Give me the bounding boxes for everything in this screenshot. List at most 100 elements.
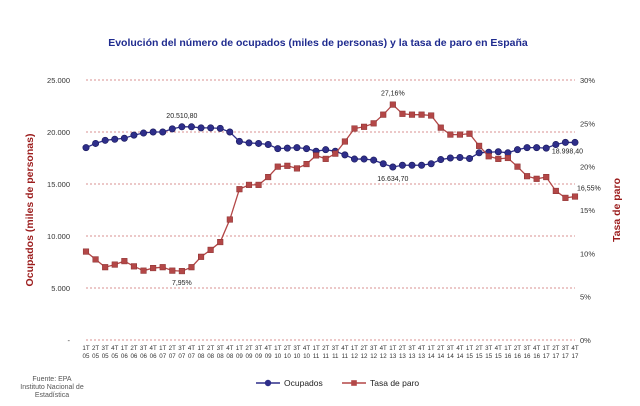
x-tick-label: 11 <box>313 353 320 360</box>
x-tick-label: 05 <box>102 353 109 360</box>
tasa-paro-point <box>82 248 90 255</box>
series-line-tasa-de-paro <box>85 103 576 272</box>
source-line-3: Estadística <box>35 392 69 399</box>
y-tick-label: 25.000 <box>47 76 70 85</box>
x-tick-label: 09 <box>246 353 253 360</box>
ocupados-point <box>303 145 311 153</box>
ocupados-point <box>513 146 521 154</box>
tasa-paro-point <box>485 153 492 160</box>
x-tick-label: 17 <box>562 353 569 360</box>
x-tick-label: 3T <box>523 345 530 352</box>
x-tick-label: 10 <box>303 353 310 360</box>
x-tick-label: 4T <box>341 345 348 352</box>
tasa-paro-point <box>370 120 377 127</box>
x-tick-label: 12 <box>361 353 368 360</box>
ocupados-point <box>245 139 253 147</box>
x-tick-label: 17 <box>543 353 550 360</box>
x-tick-label: 17 <box>552 353 559 360</box>
x-tick-label: 4T <box>456 345 463 352</box>
x-tick-label: 1T <box>466 345 473 352</box>
ocupados-point <box>216 124 224 132</box>
tasa-paro-point <box>188 264 195 271</box>
x-tick-label: 3T <box>293 345 300 352</box>
y2-tick-label: 20% <box>580 163 595 172</box>
ocupados-point <box>427 160 435 168</box>
x-tick-label: 12 <box>380 353 387 360</box>
x-tick-label: 4T <box>188 345 195 352</box>
ocupados-point <box>370 156 378 164</box>
tasa-paro-point <box>514 163 521 170</box>
y2-tick-label: 5% <box>580 293 591 302</box>
tasa-paro-point <box>159 264 166 271</box>
ocupados-point <box>542 144 550 152</box>
x-tick-label: 06 <box>150 353 157 360</box>
x-tick-label: 1T <box>313 345 320 352</box>
tasa-paro-point <box>332 150 339 157</box>
data-label: 7,95% <box>172 280 192 287</box>
source-note: Fuente: EPA Instituto Nacional de Estadí… <box>20 376 84 399</box>
x-tick-label: 15 <box>485 353 492 360</box>
tasa-paro-point <box>198 253 205 260</box>
data-label: 20.510,80 <box>166 113 197 120</box>
x-tick-label: 14 <box>447 353 454 360</box>
x-tick-label: 2T <box>130 345 137 352</box>
x-tick-label: 3T <box>447 345 454 352</box>
tasa-paro-point <box>341 138 348 145</box>
x-tick-label: 1T <box>351 345 358 352</box>
series-layer <box>82 101 579 275</box>
ocupados-point <box>341 151 349 159</box>
x-tick-label: 14 <box>456 353 463 360</box>
ocupados-point <box>533 144 541 152</box>
ocupados-point <box>111 135 119 143</box>
ocupados-point <box>82 144 90 152</box>
ocupados-point <box>408 161 416 169</box>
tasa-paro-point <box>476 142 483 149</box>
x-tick-label: 2T <box>437 345 444 352</box>
x-tick-label: 1T <box>121 345 128 352</box>
tasa-paro-point <box>562 194 569 201</box>
x-tick-label: 2T <box>476 345 483 352</box>
x-tick-label: 4T <box>380 345 387 352</box>
x-tick-label: 2T <box>514 345 521 352</box>
x-tick-label: 12 <box>370 353 377 360</box>
x-tick-label: 10 <box>274 353 281 360</box>
chart-title: Evolución del número de ocupados (miles … <box>108 37 528 49</box>
x-tick-label: 05 <box>92 353 99 360</box>
ocupados-point <box>293 144 301 152</box>
y-axis-label: Ocupados (miles de personas) <box>24 134 36 287</box>
x-tick-label: 09 <box>255 353 262 360</box>
x-tick-label: 1T <box>82 345 89 352</box>
tasa-paro-point <box>543 174 550 181</box>
tasa-paro-point <box>140 267 147 274</box>
x-tick-label: 06 <box>130 353 137 360</box>
x-tick-label: 3T <box>102 345 109 352</box>
x-tick-label: 4T <box>265 345 272 352</box>
grid <box>86 79 575 341</box>
x-tick-label: 3T <box>217 345 224 352</box>
tasa-paro-point <box>121 258 128 265</box>
x-tick-label: 1T <box>389 345 396 352</box>
y2-tick-label: 25% <box>580 119 595 128</box>
x-tick-label: 10 <box>284 353 291 360</box>
ocupados-point <box>283 144 291 152</box>
tasa-paro-point <box>399 110 406 117</box>
ocupados-point <box>379 160 387 168</box>
tasa-paro-point <box>226 216 233 223</box>
x-tick-label: 1T <box>274 345 281 352</box>
ocupados-point <box>92 139 100 147</box>
ocupados-point <box>187 123 195 131</box>
tasa-paro-point <box>313 152 320 159</box>
y-tick-label: - <box>68 336 71 345</box>
x-tick-label: 13 <box>399 353 406 360</box>
x-tick-label: 3T <box>332 345 339 352</box>
source-line-2: Instituto Nacional de <box>20 384 84 391</box>
tasa-paro-point <box>293 165 300 172</box>
tasa-paro-point <box>303 161 310 168</box>
x-tick-label: 3T <box>178 345 185 352</box>
tasa-paro-point <box>571 193 579 200</box>
tasa-paro-point <box>456 131 463 138</box>
x-tick-label: 14 <box>428 353 435 360</box>
tasa-paro-point <box>178 268 185 275</box>
x-tick-label: 07 <box>188 353 195 360</box>
x-tick-label: 4T <box>303 345 310 352</box>
